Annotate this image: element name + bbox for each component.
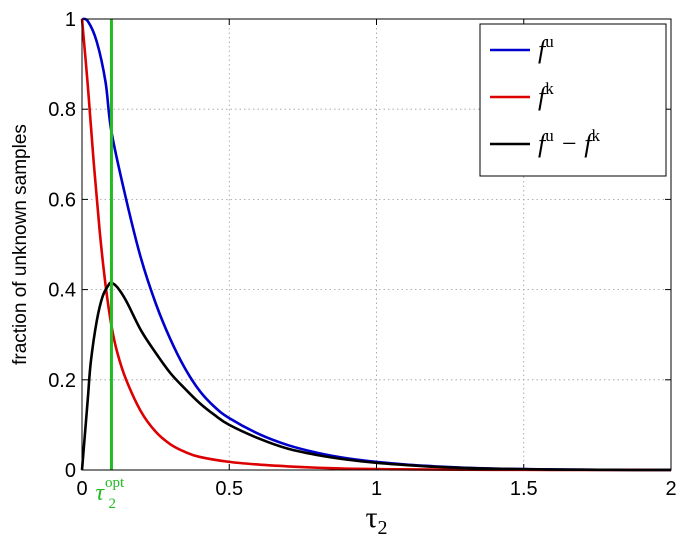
series-line-fu-minus-fk (80, 281, 672, 472)
y-tick-label: 0 (65, 460, 76, 482)
x-tick-label: 2 (665, 478, 676, 500)
legend: fu fk fu − fk (479, 23, 667, 177)
y-tick-label: 0.8 (48, 99, 76, 121)
x-axis-label-subscript: 2 (378, 517, 388, 539)
legend-box (479, 23, 667, 177)
legend-label: fu (538, 32, 554, 64)
x-tick-label: 0 (76, 478, 87, 500)
x-axis-label-symbol: τ (365, 501, 377, 534)
y-tick-label: 1 (65, 9, 76, 31)
legend-label: fk (538, 79, 554, 111)
x-axis-label: τ2 (365, 501, 387, 539)
tau-opt-subscript: 2 (108, 496, 116, 512)
tau-opt-label: τopt 2 (95, 475, 125, 512)
x-tick-label: 1 (371, 478, 382, 500)
y-axis-label: fraction of unknown samples (10, 124, 31, 365)
legend-entry-fk: fk (490, 79, 554, 111)
legend-label: fu − fk (538, 126, 601, 158)
y-tick-label: 0.6 (48, 189, 76, 211)
x-tick-label: 1.5 (510, 478, 538, 500)
legend-entry-fu: fu (490, 32, 554, 64)
tau-opt-symbol: τ (95, 480, 105, 506)
y-tick-label: 0.2 (48, 370, 76, 392)
y-tick-label: 0.4 (48, 280, 76, 302)
x-tick-label: 0.5 (215, 478, 243, 500)
tau-opt-superscript: opt (105, 475, 125, 491)
optimal-threshold-line: τopt 2 (95, 19, 125, 512)
axis-ticks: 0 0.5 1 1.5 2 0 0.2 0.4 0.6 0.8 1 (48, 9, 676, 500)
legend-entry-fu-minus-fk: fu − fk (490, 126, 601, 158)
